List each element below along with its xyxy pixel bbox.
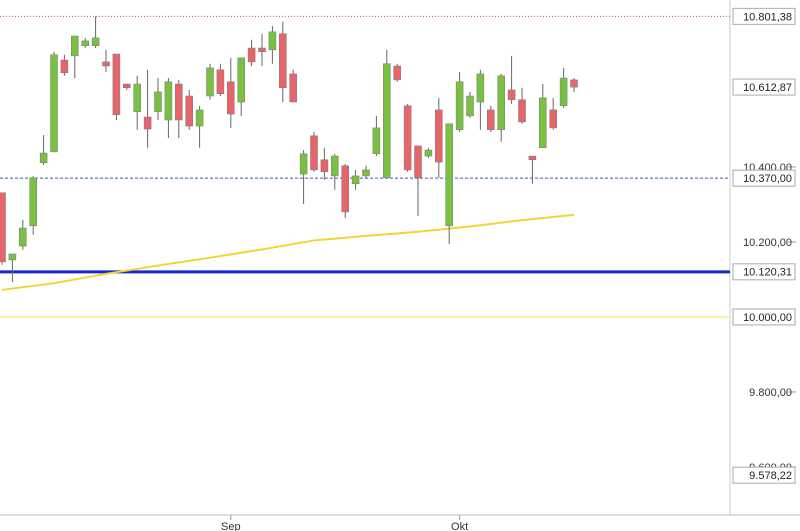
candle-body [403, 105, 412, 171]
candle-body [39, 152, 48, 164]
level-label: 10.120,31 [743, 267, 792, 279]
x-tick-label: Okt [451, 521, 468, 531]
candle-body [247, 47, 256, 63]
candle-body [29, 177, 37, 227]
candle-body [320, 159, 329, 173]
candle-body [507, 89, 516, 101]
candle-body [455, 81, 464, 131]
candle-body [331, 155, 339, 177]
x-tick-label: Sep [221, 521, 241, 531]
candle-body [549, 109, 557, 129]
candle-body [195, 109, 204, 127]
level-label-box [732, 308, 796, 326]
candle-body [559, 77, 568, 107]
candle-body [310, 135, 318, 171]
candle-body [487, 109, 495, 131]
level-label-box [732, 169, 796, 187]
candle-body [71, 35, 79, 57]
candle-body [497, 75, 505, 131]
candle-body [539, 97, 547, 149]
candle-body [0, 192, 6, 263]
moving-average [1, 213, 575, 291]
y-tick-label: 9.800,00 [749, 387, 792, 399]
candle-body [351, 175, 360, 185]
candle-body [383, 63, 391, 179]
candle-body [279, 33, 287, 89]
level-label: 10.612,87 [743, 82, 792, 94]
level-label: 10.801,38 [743, 11, 792, 23]
candle-body [112, 53, 121, 116]
candle-body [175, 83, 183, 121]
candle-body [185, 95, 193, 127]
candle-body [50, 54, 58, 153]
candle-body [466, 95, 474, 117]
candle-body [445, 123, 453, 227]
level-label-box [732, 466, 796, 484]
candle-body [216, 69, 225, 95]
candle-body [299, 153, 308, 175]
level-label-box [732, 78, 796, 96]
candle-body [518, 99, 526, 123]
candle-body [91, 37, 100, 47]
candle-body [227, 81, 235, 115]
level-label: 9.578,22 [749, 470, 792, 482]
candle-body [206, 67, 214, 97]
candle-body [476, 73, 485, 103]
candle-body [435, 109, 443, 163]
candle-body [424, 149, 433, 157]
candle-body [570, 79, 578, 88]
candle-body [154, 91, 162, 113]
candle-body [8, 253, 17, 261]
candle-body [164, 81, 173, 121]
candle-body [258, 47, 266, 53]
candle-body [143, 116, 152, 130]
level-label: 10.000,00 [743, 312, 792, 324]
level-label: 10.370,00 [743, 173, 792, 185]
candle-body [60, 59, 69, 74]
level-label-box [732, 7, 796, 25]
candle-body [268, 31, 277, 51]
candle-body [372, 127, 381, 155]
candle-body [133, 83, 141, 113]
level-label-box [732, 263, 796, 281]
candle-body [237, 57, 245, 103]
candle-body [289, 73, 297, 103]
candle-body [362, 169, 370, 177]
candle-body [123, 83, 131, 89]
y-tick-label: 10.200,00 [743, 237, 792, 249]
candle-body [393, 65, 401, 81]
candle-body [341, 165, 349, 213]
candle-body [19, 227, 27, 247]
candle-body [81, 40, 89, 47]
candle-body [102, 61, 110, 67]
candle-body [414, 145, 422, 179]
candle-body [528, 155, 537, 161]
